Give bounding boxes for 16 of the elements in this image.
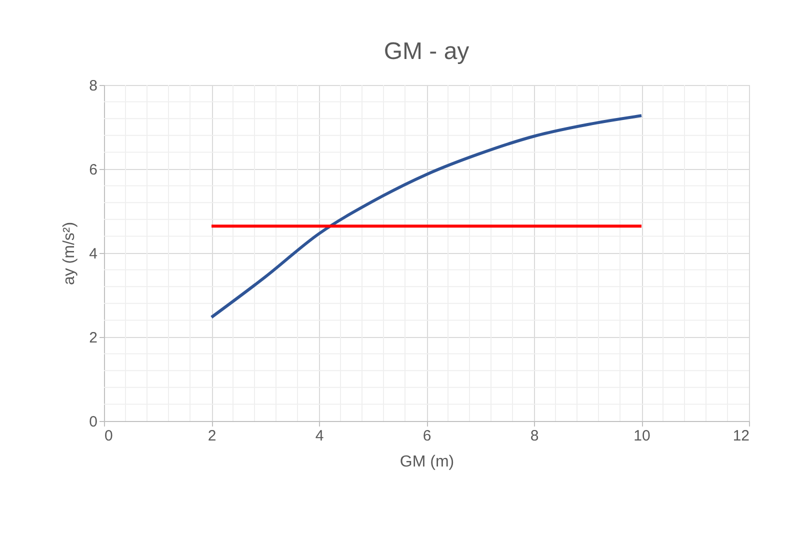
line-series <box>210 114 643 319</box>
y-axis-title: ay (m/s²) <box>61 222 78 286</box>
x-tick-label: 4 <box>315 428 324 444</box>
y-tick-label: 8 <box>89 78 98 94</box>
y-tick-label: 2 <box>89 330 98 346</box>
x-tick-label: 0 <box>104 428 113 444</box>
x-tick-label: 6 <box>422 428 432 444</box>
y-tick-label: 4 <box>89 246 98 262</box>
y-tick-label: 6 <box>89 162 98 178</box>
y-tick-label: 0 <box>89 414 98 430</box>
x-axis-title: GM (m) <box>400 454 454 470</box>
chart-title: GM - ay <box>384 38 470 65</box>
x-tick-label: 2 <box>208 428 216 444</box>
x-tick-label: 12 <box>732 428 750 444</box>
x-tick-label: 8 <box>530 428 539 444</box>
x-tick-label: 10 <box>634 428 650 444</box>
